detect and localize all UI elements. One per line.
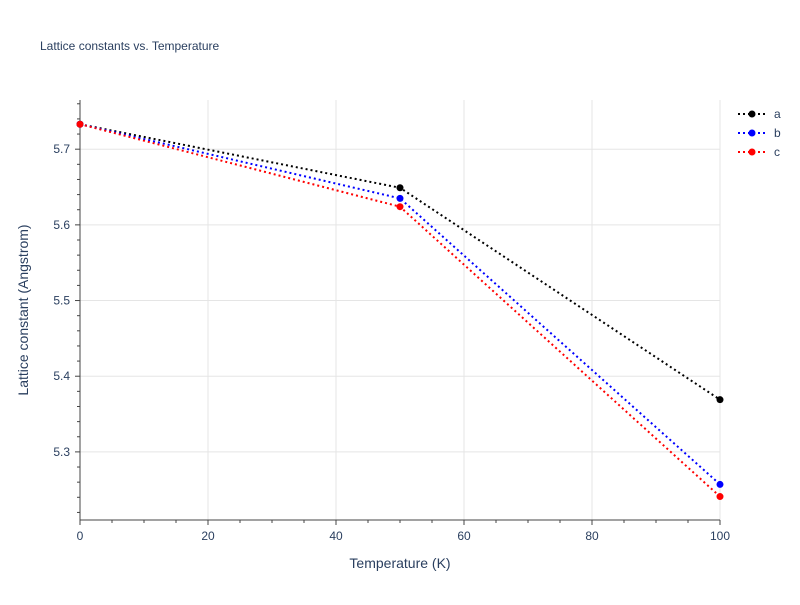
x-tick-label: 80 (585, 529, 599, 543)
data-point-b (716, 480, 724, 488)
legend[interactable]: abc (738, 107, 781, 159)
data-point-b (396, 194, 404, 202)
legend-label: b (774, 126, 781, 140)
y-tick-label: 5.6 (53, 218, 70, 232)
x-axis-title: Temperature (K) (349, 555, 450, 571)
y-tick-label: 5.3 (53, 445, 70, 459)
grid (80, 100, 721, 520)
data-point-c (716, 493, 724, 501)
x-tick-label: 40 (329, 529, 343, 543)
y-axis-title: Lattice constant (Angstrom) (15, 224, 31, 395)
legend-item-b[interactable]: b (738, 126, 781, 140)
data-point-c (76, 120, 84, 128)
series-line-b (79, 123, 721, 486)
chart-title: Lattice constants vs. Temperature (40, 39, 220, 53)
series-line-a (79, 123, 721, 401)
x-tick-label: 60 (457, 529, 471, 543)
series-line-c (79, 123, 721, 498)
legend-swatch-marker (748, 148, 756, 156)
data-point-a (396, 184, 404, 192)
y-tick-label: 5.5 (53, 294, 70, 308)
data-point-c (396, 203, 404, 211)
x-tick-label: 0 (77, 529, 84, 543)
x-tick-label: 100 (710, 529, 730, 543)
legend-swatch-marker (748, 110, 756, 118)
legend-item-a[interactable]: a (738, 107, 781, 121)
axes: 0 20 40 60 80 100 5.3 5.4 5.5 5.6 5.7 (53, 100, 730, 543)
x-tick-label: 20 (201, 529, 215, 543)
data-point-a (716, 396, 724, 404)
y-tick-label: 5.7 (53, 142, 70, 156)
series-layer (76, 120, 724, 501)
legend-label: a (774, 107, 781, 121)
legend-swatch-marker (748, 129, 756, 137)
legend-label: c (774, 145, 780, 159)
y-tick-label: 5.4 (53, 369, 70, 383)
legend-item-c[interactable]: c (738, 145, 780, 159)
